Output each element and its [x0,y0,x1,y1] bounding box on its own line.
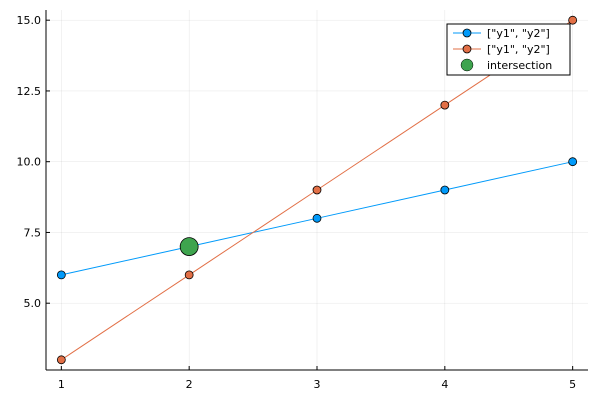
plot-series [56,15,578,365]
data-point [184,270,194,280]
legend-marker [462,28,472,38]
legend-marker [462,44,472,54]
y-tick-label: 12.5 [17,85,42,98]
axes: 1 2 3 4 5 5.0 7.5 10.0 12.5 15.0 [17,10,588,391]
data-point [312,185,322,195]
x-tick-label: 5 [569,378,576,391]
series-1 [56,15,578,365]
series-2 [179,237,199,257]
data-point [568,157,578,167]
x-tick-label: 4 [441,378,448,391]
x-tick-label: 2 [186,378,193,391]
grid [46,10,588,370]
data-point [440,185,450,195]
data-point [56,270,66,280]
y-tick-label: 15.0 [17,14,42,27]
intersection-point [179,237,199,257]
data-point [56,355,66,365]
legend: ["y1", "y2"] ["y1", "y2"] intersection [446,23,571,76]
x-tick-label: 3 [314,378,321,391]
legend-entry: intersection [460,58,552,72]
x-tick-label: 1 [58,378,65,391]
data-point [440,100,450,110]
y-tick-label: 7.5 [24,226,42,239]
data-point [568,15,578,25]
legend-entry: ["y1", "y2"] [453,27,550,40]
y-tick-label: 5.0 [24,297,42,310]
legend-marker [460,58,474,72]
y-tick-label: 10.0 [17,156,42,169]
legend-label: ["y1", "y2"] [487,43,550,56]
legend-label: ["y1", "y2"] [487,27,550,40]
data-point [312,213,322,223]
legend-entry: ["y1", "y2"] [453,43,550,56]
legend-label: intersection [487,59,552,72]
